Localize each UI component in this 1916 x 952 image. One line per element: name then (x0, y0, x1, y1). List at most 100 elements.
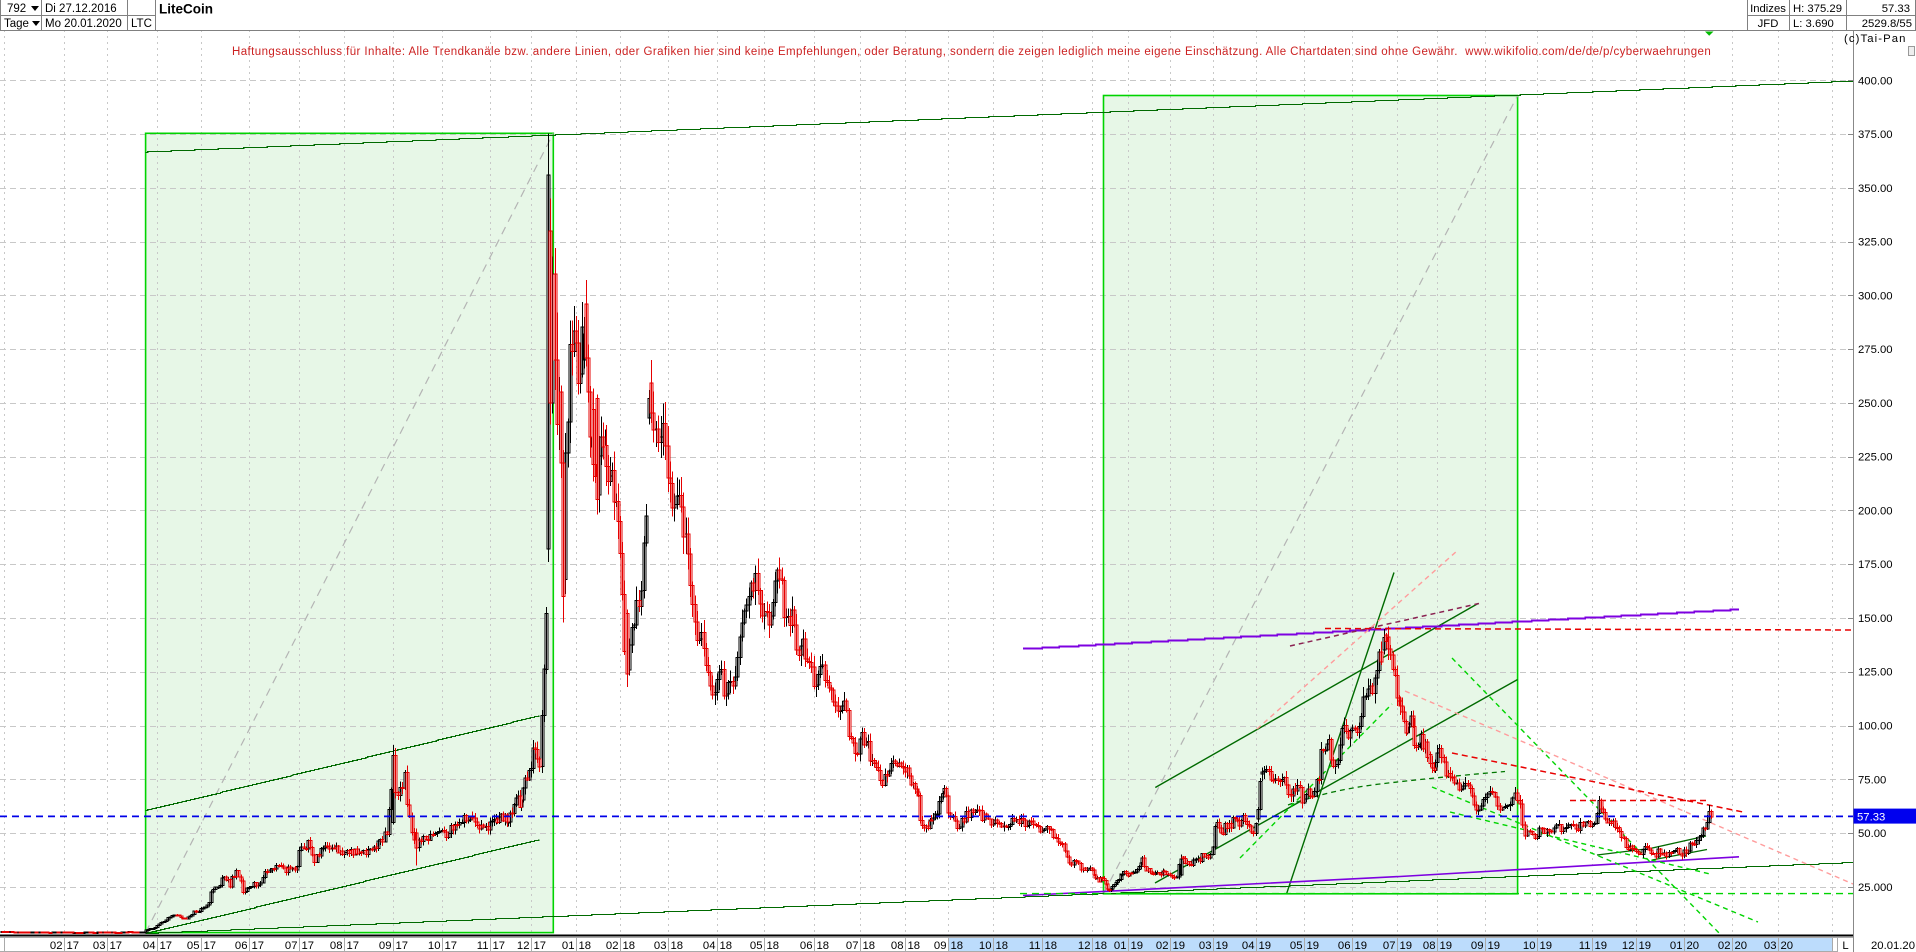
svg-text:18: 18 (817, 940, 830, 952)
svg-text:07: 07 (285, 940, 298, 952)
svg-text:LiteCoin: LiteCoin (159, 2, 213, 17)
svg-text:08: 08 (891, 940, 904, 952)
svg-text:02: 02 (1156, 940, 1169, 952)
svg-text:03: 03 (93, 940, 106, 952)
svg-text:06: 06 (800, 940, 813, 952)
svg-text:05: 05 (187, 940, 200, 952)
svg-text:250.00: 250.00 (1858, 398, 1893, 410)
svg-text:19: 19 (1216, 940, 1229, 952)
svg-text:19: 19 (1595, 940, 1608, 952)
svg-text:04: 04 (1242, 940, 1255, 952)
svg-text:375.00: 375.00 (1858, 129, 1893, 141)
svg-text:25.000: 25.000 (1858, 882, 1893, 894)
svg-text:10: 10 (428, 940, 441, 952)
svg-text:18: 18 (908, 940, 921, 952)
svg-text:19: 19 (1440, 940, 1453, 952)
svg-text:02: 02 (50, 940, 63, 952)
svg-text:125.00: 125.00 (1858, 667, 1893, 679)
svg-text:06: 06 (1338, 940, 1351, 952)
svg-text:04: 04 (703, 940, 716, 952)
svg-text:19: 19 (1488, 940, 1501, 952)
svg-text:L: L (1842, 940, 1848, 952)
svg-text:09: 09 (1471, 940, 1484, 952)
svg-text:200.00: 200.00 (1858, 505, 1893, 517)
svg-text:100.00: 100.00 (1858, 721, 1893, 733)
svg-text:08: 08 (330, 940, 343, 952)
svg-text:19: 19 (1400, 940, 1413, 952)
svg-text:10: 10 (1523, 940, 1536, 952)
svg-text:04: 04 (143, 940, 156, 952)
svg-text:18: 18 (1095, 940, 1108, 952)
svg-text:Mo 20.01.2020: Mo 20.01.2020 (45, 18, 122, 30)
svg-text:19: 19 (1131, 940, 1144, 952)
svg-text:L: 3.690: L: 3.690 (1793, 18, 1834, 30)
svg-text:17: 17 (445, 940, 458, 952)
svg-text:LTC: LTC (131, 18, 152, 30)
svg-text:03: 03 (1764, 940, 1777, 952)
svg-text:19: 19 (1307, 940, 1320, 952)
svg-text:2529.8/55: 2529.8/55 (1862, 18, 1912, 30)
svg-text:Indizes: Indizes (1750, 3, 1786, 15)
svg-text:JFD: JFD (1758, 18, 1779, 30)
svg-text:150.00: 150.00 (1858, 613, 1893, 625)
svg-text:19: 19 (1259, 940, 1272, 952)
svg-text:75.00: 75.00 (1858, 774, 1886, 786)
svg-text:Haftungsausschluss für Inhalte: Haftungsausschluss für Inhalte: Alle Tre… (232, 46, 1711, 58)
svg-text:01: 01 (1114, 940, 1127, 952)
svg-text:01: 01 (562, 940, 575, 952)
svg-text:57.33: 57.33 (1882, 3, 1910, 15)
svg-text:03: 03 (654, 940, 667, 952)
svg-text:18: 18 (951, 940, 964, 952)
svg-text:02: 02 (1718, 940, 1731, 952)
svg-text:07: 07 (1383, 940, 1396, 952)
svg-text:400.00: 400.00 (1858, 75, 1893, 87)
svg-text:17: 17 (302, 940, 315, 952)
svg-text:11: 11 (477, 940, 489, 952)
svg-text:20.01.20: 20.01.20 (1871, 940, 1915, 952)
svg-text:07: 07 (846, 940, 859, 952)
svg-text:17: 17 (204, 940, 217, 952)
svg-text:05: 05 (1290, 940, 1303, 952)
svg-text:19: 19 (1173, 940, 1186, 952)
svg-text:11: 11 (1579, 940, 1591, 952)
svg-text:325.00: 325.00 (1858, 237, 1893, 249)
svg-text:09: 09 (379, 940, 392, 952)
svg-text:17: 17 (347, 940, 360, 952)
svg-text:Di 27.12.2016: Di 27.12.2016 (45, 3, 117, 15)
svg-text:17: 17 (160, 940, 173, 952)
svg-text:20: 20 (1735, 940, 1748, 952)
svg-text:17: 17 (493, 940, 506, 952)
svg-text:175.00: 175.00 (1858, 559, 1893, 571)
svg-text:18: 18 (1045, 940, 1058, 952)
svg-text:(c)Tai-Pan: (c)Tai-Pan (1844, 33, 1906, 45)
svg-text:12: 12 (1078, 940, 1091, 952)
svg-text:03: 03 (1199, 940, 1212, 952)
svg-text:18: 18 (579, 940, 592, 952)
svg-text:20: 20 (1687, 940, 1700, 952)
svg-text:350.00: 350.00 (1858, 183, 1893, 195)
svg-text:18: 18 (671, 940, 684, 952)
svg-text:19: 19 (1355, 940, 1368, 952)
svg-text:12: 12 (517, 940, 530, 952)
svg-text:275.00: 275.00 (1858, 344, 1893, 356)
svg-text:02: 02 (606, 940, 619, 952)
svg-text:50.00: 50.00 (1858, 828, 1886, 840)
svg-text:17: 17 (396, 940, 409, 952)
svg-text:17: 17 (110, 940, 123, 952)
svg-text:17: 17 (252, 940, 265, 952)
svg-text:09: 09 (934, 940, 947, 952)
svg-text:18: 18 (720, 940, 733, 952)
svg-text:19: 19 (1639, 940, 1652, 952)
svg-text:12: 12 (1622, 940, 1635, 952)
svg-text:20: 20 (1781, 940, 1794, 952)
svg-text:19: 19 (1540, 940, 1553, 952)
svg-text:06: 06 (235, 940, 248, 952)
svg-text:H: 375.29: H: 375.29 (1793, 3, 1842, 15)
svg-text:225.00: 225.00 (1858, 452, 1893, 464)
svg-text:18: 18 (996, 940, 1009, 952)
svg-text:18: 18 (623, 940, 636, 952)
svg-text:05: 05 (750, 940, 763, 952)
svg-text:Tage: Tage (4, 18, 29, 30)
svg-text:17: 17 (67, 940, 80, 952)
svg-text:300.00: 300.00 (1858, 290, 1893, 302)
